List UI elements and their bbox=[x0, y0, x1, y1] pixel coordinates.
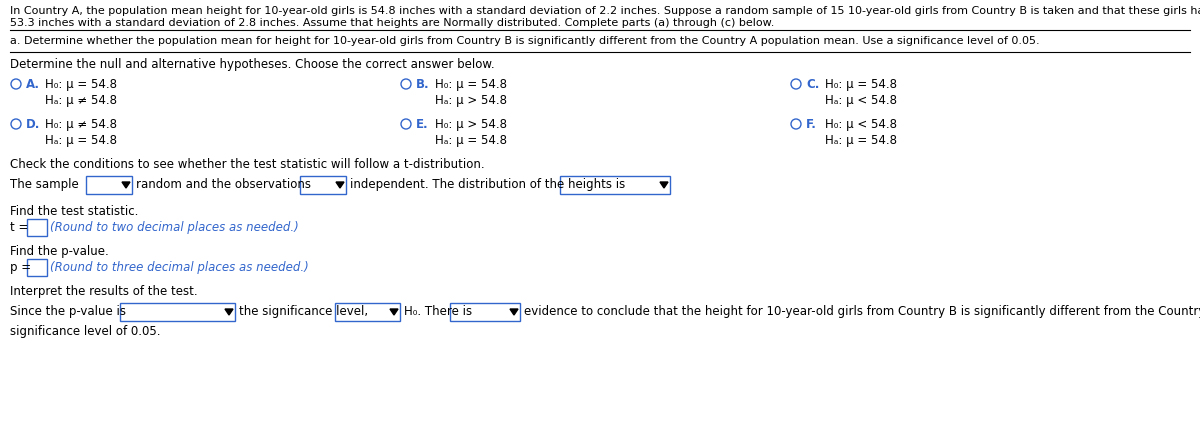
Text: Hₐ: μ < 54.8: Hₐ: μ < 54.8 bbox=[826, 94, 898, 107]
Text: Hₐ: μ = 54.8: Hₐ: μ = 54.8 bbox=[46, 134, 118, 147]
Text: independent. The distribution of the heights is: independent. The distribution of the hei… bbox=[350, 178, 625, 191]
Text: Find the test statistic.: Find the test statistic. bbox=[10, 205, 138, 218]
Bar bbox=[300, 176, 346, 194]
Polygon shape bbox=[122, 182, 130, 188]
Text: C.: C. bbox=[806, 78, 820, 91]
Text: In Country A, the population mean height for 10-year-old girls is 54.8 inches wi: In Country A, the population mean height… bbox=[10, 6, 1200, 16]
Bar bbox=[28, 219, 47, 236]
Polygon shape bbox=[336, 182, 344, 188]
Text: D.: D. bbox=[26, 118, 41, 131]
Text: p =: p = bbox=[10, 261, 31, 274]
Text: Hₐ: μ ≠ 54.8: Hₐ: μ ≠ 54.8 bbox=[46, 94, 118, 107]
Text: Find the p-value.: Find the p-value. bbox=[10, 245, 109, 258]
Polygon shape bbox=[660, 182, 668, 188]
Text: a. Determine whether the population mean for height for 10-year-old girls from C: a. Determine whether the population mean… bbox=[10, 36, 1039, 46]
Text: Since the p-value is: Since the p-value is bbox=[10, 305, 126, 318]
Text: significance level of 0.05.: significance level of 0.05. bbox=[10, 325, 161, 338]
Bar bbox=[560, 176, 670, 194]
Polygon shape bbox=[510, 309, 518, 315]
Text: Hₐ: μ = 54.8: Hₐ: μ = 54.8 bbox=[436, 134, 508, 147]
Text: E.: E. bbox=[416, 118, 428, 131]
Text: the significance level,: the significance level, bbox=[239, 305, 368, 318]
Polygon shape bbox=[390, 309, 398, 315]
Text: (Round to three decimal places as needed.): (Round to three decimal places as needed… bbox=[50, 261, 308, 274]
Text: Interpret the results of the test.: Interpret the results of the test. bbox=[10, 285, 198, 298]
Text: B.: B. bbox=[416, 78, 430, 91]
Text: 53.3 inches with a standard deviation of 2.8 inches. Assume that heights are Nor: 53.3 inches with a standard deviation of… bbox=[10, 18, 774, 28]
Text: H₀: μ = 54.8: H₀: μ = 54.8 bbox=[826, 78, 898, 91]
Text: F.: F. bbox=[806, 118, 817, 131]
Text: Hₐ: μ = 54.8: Hₐ: μ = 54.8 bbox=[826, 134, 898, 147]
Text: H₀: μ < 54.8: H₀: μ < 54.8 bbox=[826, 118, 898, 131]
Text: A.: A. bbox=[26, 78, 40, 91]
Text: evidence to conclude that the height for 10-year-old girls from Country B is sig: evidence to conclude that the height for… bbox=[524, 305, 1200, 318]
Text: H₀: μ > 54.8: H₀: μ > 54.8 bbox=[436, 118, 508, 131]
Text: The sample: The sample bbox=[10, 178, 79, 191]
Text: random and the observations: random and the observations bbox=[136, 178, 311, 191]
Text: H₀: μ = 54.8: H₀: μ = 54.8 bbox=[436, 78, 508, 91]
Text: t =: t = bbox=[10, 221, 29, 234]
Bar bbox=[450, 303, 520, 321]
Text: H₀: μ ≠ 54.8: H₀: μ ≠ 54.8 bbox=[46, 118, 118, 131]
Text: (Round to two decimal places as needed.): (Round to two decimal places as needed.) bbox=[50, 221, 299, 234]
Polygon shape bbox=[226, 309, 233, 315]
Bar bbox=[335, 303, 400, 321]
Text: Determine the null and alternative hypotheses. Choose the correct answer below.: Determine the null and alternative hypot… bbox=[10, 58, 494, 71]
Bar bbox=[28, 259, 47, 276]
Text: H₀. There is: H₀. There is bbox=[404, 305, 472, 318]
Bar bbox=[86, 176, 132, 194]
Text: Hₐ: μ > 54.8: Hₐ: μ > 54.8 bbox=[436, 94, 508, 107]
Text: Check the conditions to see whether the test statistic will follow a t-distribut: Check the conditions to see whether the … bbox=[10, 158, 485, 171]
Text: H₀: μ = 54.8: H₀: μ = 54.8 bbox=[46, 78, 118, 91]
Bar bbox=[120, 303, 235, 321]
